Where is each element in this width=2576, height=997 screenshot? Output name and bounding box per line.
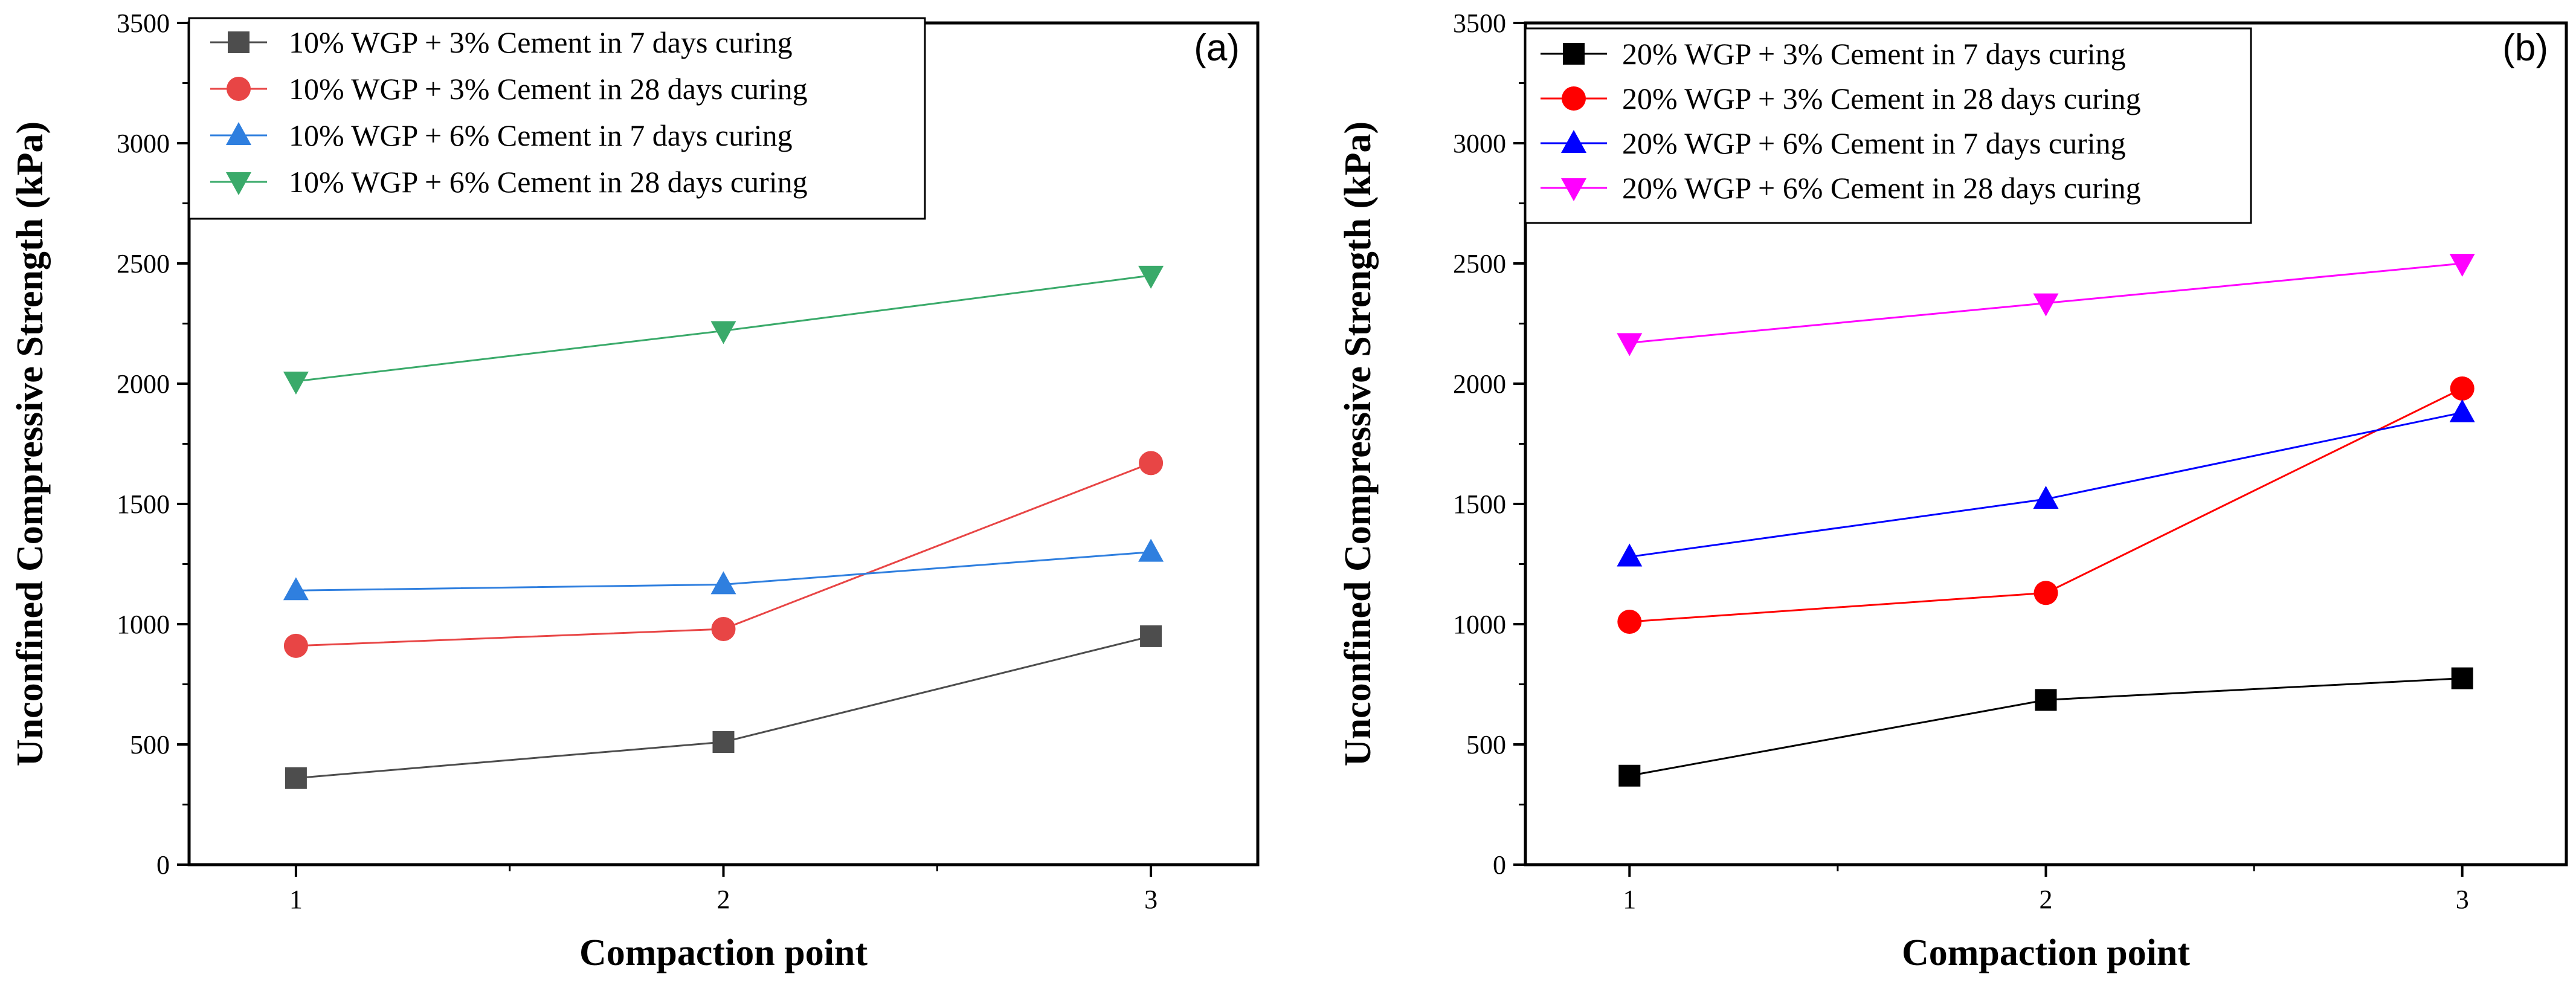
y-tick-label: 0 [1493, 850, 1506, 880]
data-point [1138, 538, 1164, 562]
data-point [283, 372, 309, 395]
y-tick-label: 3000 [117, 129, 170, 158]
series-line [295, 635, 1151, 779]
series-2 [1617, 376, 2475, 634]
data-point [2035, 689, 2057, 711]
data-point [1617, 610, 1642, 634]
data-point [2033, 293, 2059, 317]
x-tick-label: 2 [2040, 885, 2053, 914]
y-tick-label: 3500 [117, 8, 170, 38]
y-tick-label: 3500 [1453, 8, 1506, 38]
data-point [712, 731, 735, 753]
legend-marker [1561, 178, 1586, 201]
legend-marker [1563, 43, 1585, 65]
y-tick-label: 1000 [1453, 610, 1506, 639]
x-axis-title: Compaction point [1902, 932, 2190, 973]
data-point [710, 321, 736, 344]
legend-marker [228, 31, 250, 53]
legend-label: 10% WGP + 3% Cement in 7 days curing [289, 25, 793, 59]
data-point [1618, 764, 1641, 787]
y-tick-label: 2000 [1453, 369, 1506, 399]
x-axis-title: Compaction point [579, 932, 868, 973]
data-point [1140, 625, 1162, 647]
legend-label: 20% WGP + 6% Cement in 28 days curing [1622, 171, 2141, 205]
legend: 10% WGP + 3% Cement in 7 days curing 10% … [188, 17, 926, 220]
y-axis-title: Unconfined Compressive Strength (kPa) [10, 121, 51, 766]
series-1 [1618, 667, 2473, 787]
series-3 [1617, 399, 2475, 567]
legend-box [188, 17, 926, 220]
legend-marker [227, 77, 251, 101]
data-point [283, 577, 309, 601]
data-point [283, 633, 308, 658]
x-tick-label: 1 [289, 885, 303, 914]
data-point [1138, 265, 1164, 289]
data-point [710, 571, 736, 595]
x-tick-label: 1 [1623, 885, 1636, 914]
legend-label: 10% WGP + 3% Cement in 28 days curing [289, 72, 808, 106]
legend-label: 10% WGP + 6% Cement in 7 days curing [289, 118, 793, 152]
panel-label: (b) [2502, 27, 2548, 69]
y-tick-label: 1000 [117, 610, 170, 639]
legend-label: 20% WGP + 6% Cement in 7 days curing [1622, 126, 2126, 160]
legend: 20% WGP + 3% Cement in 7 days curing 20% … [1524, 27, 2252, 224]
legend-label: 20% WGP + 3% Cement in 28 days curing [1622, 82, 2141, 115]
legend-box [1524, 27, 2252, 224]
y-tick-label: 2500 [117, 249, 170, 279]
y-tick-label: 2000 [117, 369, 170, 399]
series-line [1629, 411, 2463, 558]
chart-panel-2: 0 500 1000 1500 2000 2500 3000 3500 1 2 3 Compactio… [1338, 8, 2568, 973]
data-point [285, 767, 307, 789]
series-4 [283, 265, 1164, 395]
data-point [2450, 376, 2475, 401]
data-point [2451, 667, 2473, 689]
data-point [711, 616, 736, 641]
legend-label: 20% WGP + 3% Cement in 7 days curing [1622, 37, 2126, 71]
data-point [1617, 333, 1643, 357]
legend-marker [226, 122, 251, 145]
y-tick-label: 2500 [1453, 249, 1506, 279]
series-4 [1617, 254, 2475, 357]
y-tick-label: 500 [1466, 730, 1506, 760]
legend-marker [226, 172, 251, 195]
chart-panel-1: 0 500 1000 1500 2000 2500 3000 3500 1 2 3 Compactio… [10, 8, 1260, 973]
data-point [2449, 254, 2475, 277]
y-axis-title: Unconfined Compressive Strength (kPa) [1338, 121, 1379, 766]
y-tick-label: 0 [156, 850, 170, 880]
x-tick-label: 3 [2456, 885, 2469, 914]
legend-marker [1562, 86, 1586, 111]
data-point [2033, 486, 2059, 509]
series-1 [285, 625, 1162, 789]
legend-marker [1561, 130, 1586, 153]
y-tick-label: 500 [130, 730, 170, 760]
x-tick-label: 2 [717, 885, 730, 914]
x-tick-label: 3 [1144, 885, 1158, 914]
legend-label: 10% WGP + 6% Cement in 28 days curing [289, 165, 808, 199]
series-2 [283, 451, 1164, 658]
data-point [2449, 399, 2475, 422]
y-tick-label: 1500 [117, 489, 170, 519]
y-tick-label: 3000 [1453, 129, 1506, 158]
panel-label: (a) [1194, 27, 1240, 69]
series-3 [283, 538, 1164, 601]
data-point [2033, 581, 2058, 605]
data-point [1617, 543, 1643, 567]
y-tick-label: 1500 [1453, 489, 1506, 519]
data-point [1139, 451, 1164, 476]
